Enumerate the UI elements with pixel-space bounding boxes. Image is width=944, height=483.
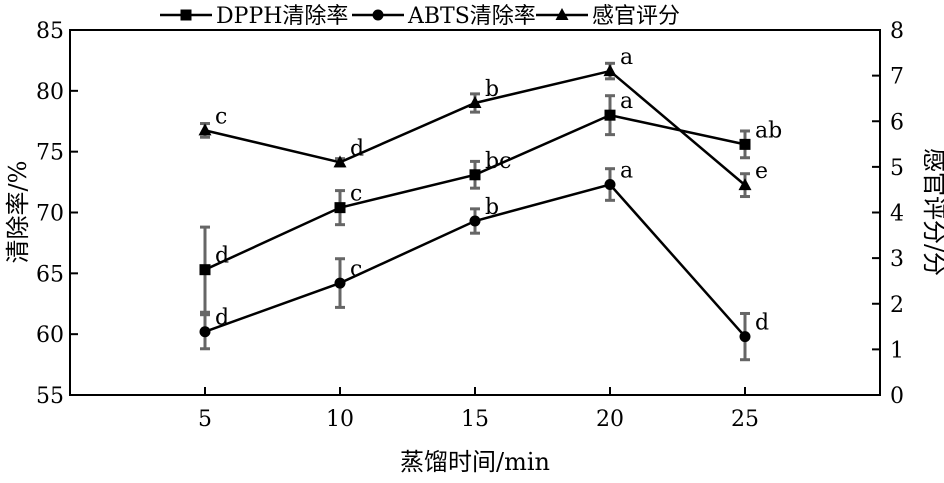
significance-label: a	[620, 159, 633, 184]
legend-marker	[555, 8, 569, 20]
data-point	[333, 155, 347, 168]
data-point	[603, 64, 617, 77]
legend-label: ABTS清除率	[407, 4, 536, 29]
x-tick-label: 15	[461, 407, 489, 432]
legend: DPPH清除率 ABTS清除率 感官评分	[160, 4, 680, 29]
data-point	[469, 215, 481, 227]
data-point	[604, 179, 616, 191]
y-left-tick-label: 55	[36, 384, 64, 409]
significance-label: d	[755, 311, 769, 336]
significance-label: d	[350, 136, 364, 161]
x-axis-title: 蒸馏时间/min	[400, 448, 550, 476]
data-point	[469, 169, 481, 181]
y-left-tick-label: 80	[36, 80, 64, 105]
significance-label: d	[215, 244, 229, 269]
y-right-tick-label: 2	[890, 293, 904, 318]
y-axis-title-left: 清除率/%	[4, 161, 32, 264]
y-left-tick-label: 75	[36, 141, 64, 166]
significance-label: d	[215, 306, 229, 331]
significance-label: bc	[485, 149, 511, 174]
data-point	[739, 331, 751, 343]
significance-label: ab	[755, 118, 782, 143]
data-point	[334, 277, 346, 289]
significance-label: c	[215, 104, 227, 129]
legend-label: DPPH清除率	[216, 4, 348, 29]
data-point	[739, 138, 751, 150]
y-left-tick-label: 70	[36, 202, 64, 227]
y-right-tick-label: 8	[890, 19, 904, 44]
y-right-tick-label: 3	[890, 247, 904, 272]
data-point	[199, 264, 211, 276]
data-point	[334, 202, 346, 214]
legend-marker	[180, 9, 192, 21]
data-point	[604, 109, 616, 121]
y-right-tick-label: 5	[890, 156, 904, 181]
y-right-tick-label: 1	[890, 338, 904, 363]
x-tick-label: 5	[198, 407, 212, 432]
significance-label: a	[620, 45, 633, 70]
series-line	[204, 183, 746, 338]
y-right-tick-label: 6	[890, 110, 904, 135]
data-point	[198, 123, 212, 136]
y-left-tick-label: 60	[36, 323, 64, 348]
y-right-tick-label: 4	[890, 202, 904, 227]
data-point	[738, 178, 752, 191]
legend-label: 感官评分	[592, 4, 680, 29]
significance-label: c	[350, 257, 362, 282]
significance-label: e	[755, 159, 768, 184]
y-left-tick-label: 65	[36, 262, 64, 287]
y-right-tick-label: 7	[890, 65, 904, 90]
legend-item-3: 感官评分	[536, 4, 680, 29]
significance-label: b	[485, 195, 499, 220]
x-tick-label: 20	[596, 407, 624, 432]
legend-item-1: DPPH清除率	[160, 4, 348, 29]
significance-label: c	[350, 182, 362, 207]
data-point	[468, 96, 482, 108]
legend-item-2: ABTS清除率	[352, 4, 536, 29]
series-2: d c b a d	[199, 159, 769, 362]
x-tick-label: 25	[731, 407, 759, 432]
legend-marker	[372, 9, 384, 21]
significance-label: a	[620, 89, 633, 114]
series-3: c d b a e	[198, 45, 768, 199]
data-point	[199, 326, 211, 338]
axes-layer: 5 10 15 20 25 55 60 65 70 75 80 85 0 1 2 3 4 5 6 7 8	[36, 19, 904, 432]
y-left-tick-label: 85	[36, 19, 64, 44]
y-axis-title-right: 感官评分/分	[920, 148, 944, 276]
significance-label: b	[485, 77, 499, 102]
y-right-tick-label: 0	[890, 384, 904, 409]
x-tick-label: 10	[326, 407, 354, 432]
